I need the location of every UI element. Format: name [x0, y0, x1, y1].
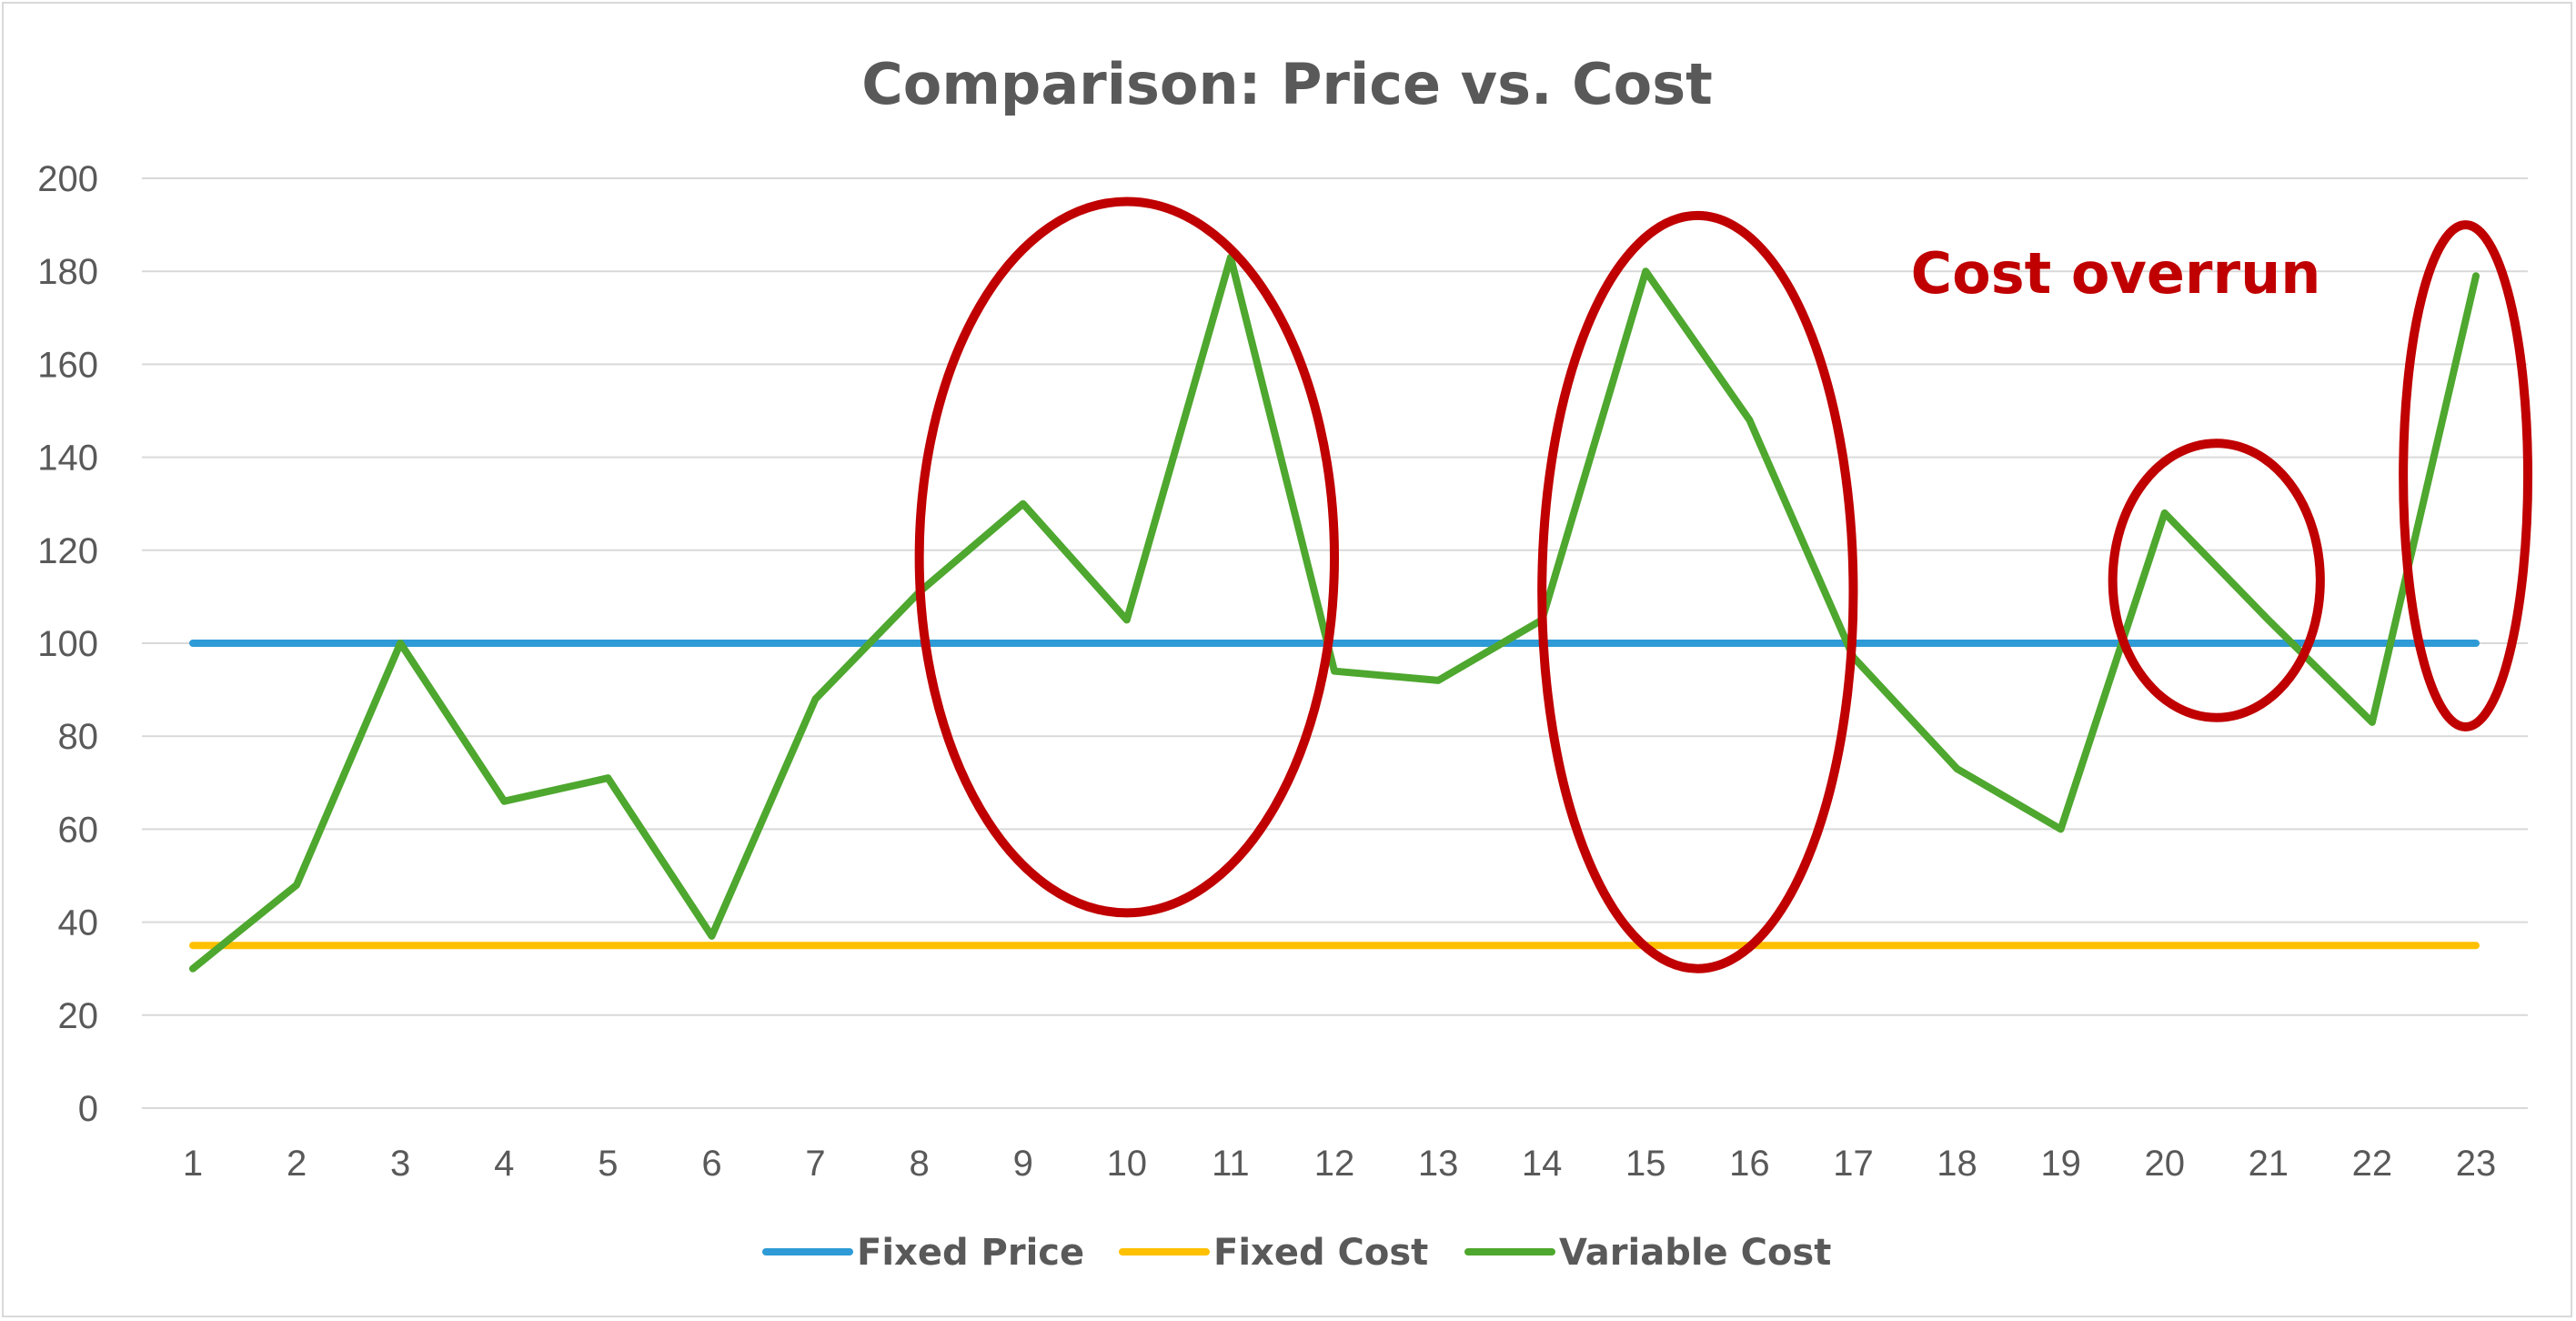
- x-axis-tick-labels: 1 2 3 4 5 6 7 8 9 10 11 12 13 14 15 16 17 18 19 20 21 22 23: [183, 1144, 2496, 1184]
- x-tick-label: 15: [1625, 1144, 1666, 1184]
- legend-item: Fixed Price: [762, 1232, 1084, 1274]
- x-tick-label: 12: [1314, 1144, 1355, 1184]
- x-tick-label: 22: [2352, 1144, 2393, 1184]
- x-tick-label: 23: [2456, 1144, 2497, 1184]
- x-tick-label: 9: [1013, 1144, 1033, 1184]
- y-tick-label: 140: [37, 439, 98, 479]
- x-tick-label: 1: [183, 1144, 203, 1184]
- cost-overrun-highlight: [2108, 439, 2325, 722]
- legend-label: Variable Cost: [1559, 1232, 1831, 1274]
- chart-title: Comparison: Price vs. Cost: [861, 51, 1713, 117]
- x-tick-label: 18: [1937, 1144, 1977, 1184]
- annotation-label: Cost overrun: [1911, 240, 2321, 307]
- y-tick-label: 160: [37, 345, 98, 385]
- x-tick-label: 3: [390, 1144, 410, 1184]
- legend: Fixed Price Fixed Cost Variable Cost: [762, 1232, 1831, 1274]
- x-tick-label: 5: [598, 1144, 618, 1184]
- cost-overrun-highlight: [914, 197, 1340, 918]
- y-tick-label: 20: [58, 996, 99, 1036]
- x-tick-label: 11: [1212, 1144, 1250, 1184]
- cost-overrun-highlight: [1537, 210, 1858, 973]
- line-chart: Comparison: Price vs. Cost 0 20 40 60 80 100 1…: [37, 51, 2533, 1274]
- series-line-variable-cost: [189, 253, 2480, 973]
- x-tick-label: 4: [494, 1144, 514, 1184]
- y-tick-label: 120: [37, 531, 98, 571]
- x-tick-label: 13: [1418, 1144, 1459, 1184]
- x-tick-label: 8: [910, 1144, 930, 1184]
- y-tick-label: 200: [37, 159, 98, 199]
- y-tick-label: 100: [37, 624, 98, 664]
- y-tick-label: 180: [37, 252, 98, 292]
- legend-item: Variable Cost: [1464, 1232, 1831, 1274]
- x-tick-label: 2: [287, 1144, 307, 1184]
- x-tick-label: 17: [1833, 1144, 1874, 1184]
- x-tick-label: 6: [701, 1144, 721, 1184]
- x-tick-label: 10: [1107, 1144, 1148, 1184]
- x-tick-label: 21: [2249, 1144, 2289, 1184]
- y-axis-tick-labels: 0 20 40 60 80 100 120 140 160 180 200: [37, 159, 98, 1129]
- y-tick-label: 60: [58, 810, 99, 850]
- legend-label: Fixed Cost: [1213, 1232, 1428, 1274]
- y-tick-label: 0: [78, 1089, 98, 1129]
- series-lines: [189, 253, 2480, 973]
- x-tick-label: 20: [2144, 1144, 2185, 1184]
- annotations: [914, 197, 2533, 973]
- x-tick-label: 7: [805, 1144, 825, 1184]
- x-tick-label: 16: [1729, 1144, 1770, 1184]
- y-tick-label: 40: [58, 903, 99, 943]
- legend-item: Fixed Cost: [1119, 1232, 1428, 1274]
- x-tick-label: 14: [1522, 1144, 1563, 1184]
- y-tick-label: 80: [58, 717, 99, 757]
- legend-label: Fixed Price: [857, 1232, 1084, 1274]
- cost-overrun-highlight: [2399, 220, 2533, 731]
- x-tick-label: 19: [2040, 1144, 2081, 1184]
